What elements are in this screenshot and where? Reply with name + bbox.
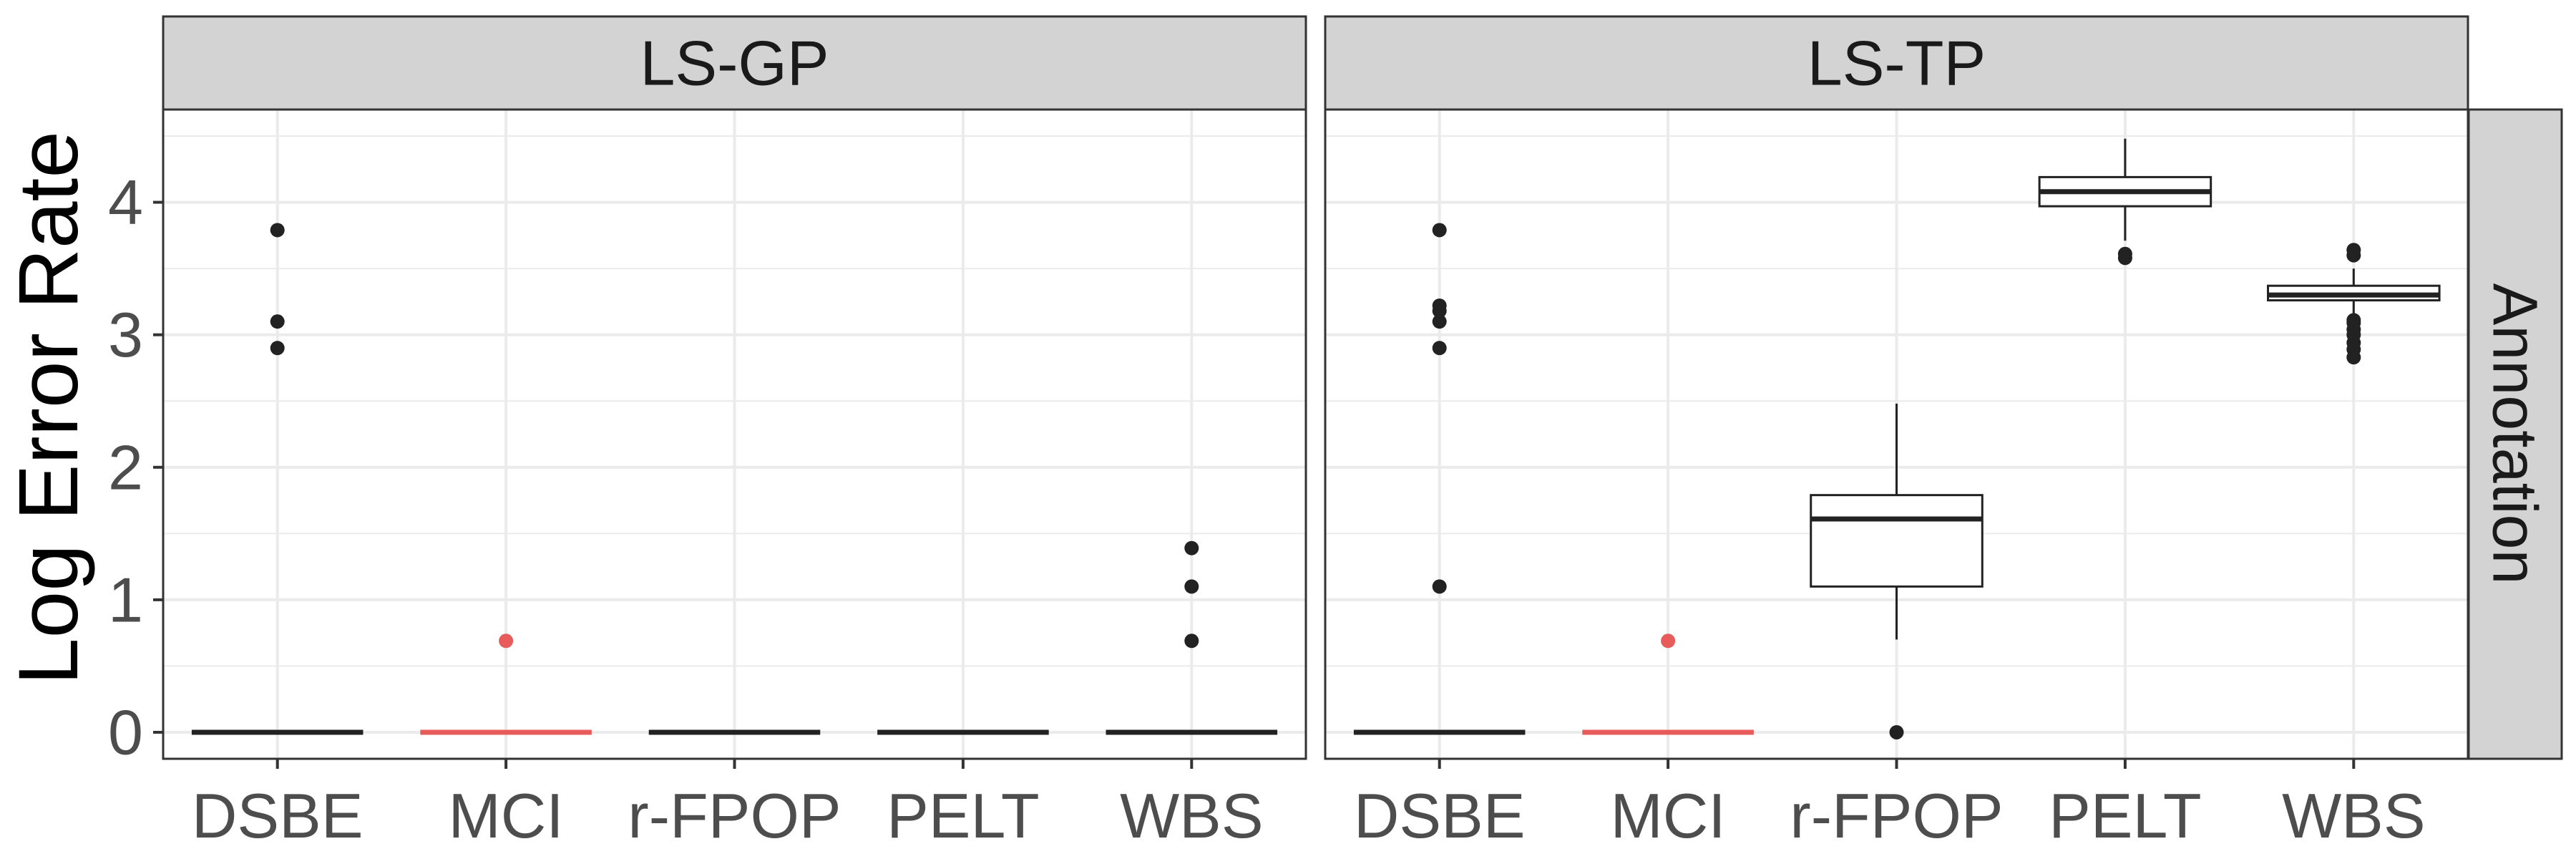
box-dsbe <box>191 223 364 735</box>
x-tick-label: DSBE <box>192 780 364 851</box>
x-tick-label: DSBE <box>1354 780 1526 851</box>
outlier-point <box>1432 341 1447 356</box>
x-tick-label: MCI <box>448 780 563 851</box>
panel-ls-gp: LS-GP <box>162 15 1307 760</box>
outlier-point <box>270 223 285 238</box>
outlier-point <box>2117 246 2132 261</box>
outlier-point <box>1184 540 1199 555</box>
x-axis-ticks: DSBE MCI r-FPOP PELT WBS DSBE MCI r-FPOP PELT WBS <box>192 759 2426 851</box>
panel-strip-label: LS-GP <box>640 28 829 99</box>
panel-strip <box>162 15 1307 111</box>
outlier-point <box>270 341 285 356</box>
x-tick-label: PELT <box>2049 780 2202 851</box>
outlier-point <box>1184 579 1199 594</box>
row-strip: Annotation <box>2467 108 2563 760</box>
panel-strip <box>1324 15 2469 111</box>
outlier-point <box>1889 724 1904 739</box>
outlier-point <box>499 634 514 649</box>
outlier-point <box>2346 313 2361 328</box>
x-tick-label: r-FPOP <box>628 780 841 851</box>
x-tick-label: WBS <box>2282 780 2425 851</box>
outlier-point <box>1184 634 1199 649</box>
y-tick-label: 3 <box>108 299 143 370</box>
outlier-point <box>2346 243 2361 258</box>
panel-strip-label: LS-TP <box>1807 28 1986 99</box>
row-strip-label: Annotation <box>2480 283 2551 585</box>
box-iqr <box>1810 494 1984 588</box>
outlier-point <box>1432 579 1447 594</box>
box-pelt <box>2038 138 2212 266</box>
x-tick-label: r-FPOP <box>1790 780 2003 851</box>
y-tick-label: 1 <box>108 564 143 635</box>
x-tick-label: WBS <box>1120 780 1263 851</box>
box-dsbe <box>1353 223 1526 735</box>
x-tick-label: MCI <box>1610 780 1725 851</box>
row-strip-background <box>2467 108 2563 760</box>
outlier-point <box>1432 298 1447 313</box>
box-mci <box>420 634 592 735</box>
y-tick-label: 2 <box>108 432 143 503</box>
y-axis-title: Log Error Rate <box>1 131 96 685</box>
outlier-point <box>1432 314 1447 329</box>
outlier-point <box>1661 634 1676 649</box>
box-r-fpop <box>1810 403 1984 739</box>
box-wbs <box>1106 540 1278 735</box>
box-wbs <box>2267 243 2441 365</box>
y-axis-ticks: 0 1 2 3 4 <box>108 167 163 767</box>
outlier-point <box>270 314 285 329</box>
y-tick-label: 0 <box>108 697 143 767</box>
x-tick-label: PELT <box>887 780 1040 851</box>
outlier-point <box>1432 223 1447 238</box>
box-mci <box>1582 634 1754 735</box>
panel-ls-tp: LS-TP <box>1324 15 2469 760</box>
y-tick-label: 4 <box>108 167 143 238</box>
